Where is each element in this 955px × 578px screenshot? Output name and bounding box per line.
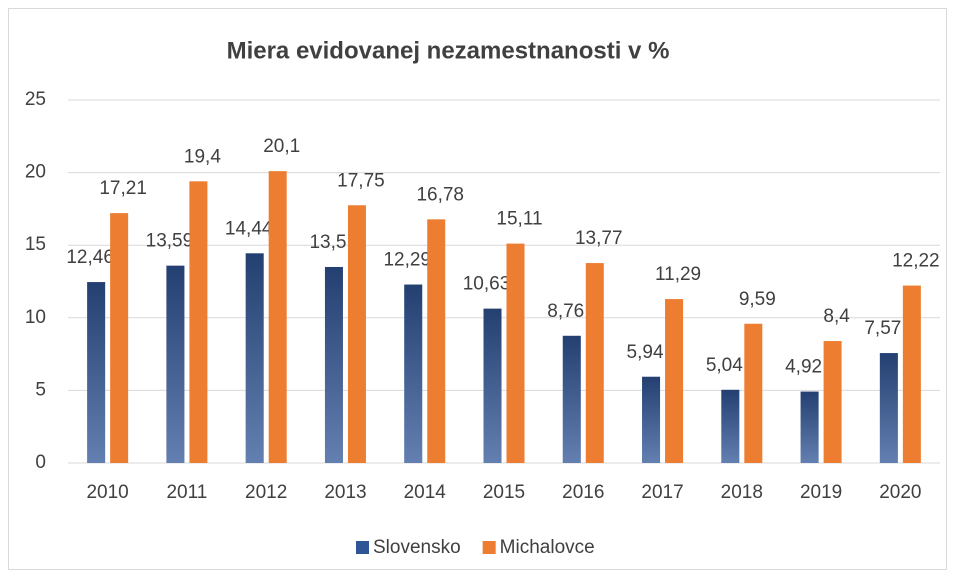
- bar: [245, 253, 264, 463]
- bar: [585, 263, 604, 463]
- bar: [87, 282, 106, 463]
- legend-label: Michalovce: [500, 537, 595, 558]
- value-label: 12,22: [892, 251, 940, 272]
- value-label: 13,59: [146, 231, 194, 252]
- bar: [324, 266, 343, 463]
- value-label: 12,29: [383, 250, 431, 271]
- value-label: 8,76: [547, 301, 584, 322]
- bar: [902, 285, 921, 463]
- x-tick-label: 2017: [641, 482, 683, 503]
- bar: [268, 171, 287, 463]
- y-tick-label: 25: [25, 89, 46, 110]
- bar: [347, 205, 366, 463]
- y-tick-label: 5: [35, 379, 46, 400]
- chart-title: Miera evidovanej nezamestnanosti v %: [227, 37, 670, 64]
- value-label: 17,21: [99, 178, 147, 199]
- bar: [506, 243, 525, 463]
- x-tick-label: 2016: [562, 482, 604, 503]
- bar: [110, 213, 129, 463]
- y-tick-label: 20: [25, 162, 46, 183]
- value-label: 19,4: [184, 146, 221, 167]
- bar: [823, 341, 842, 463]
- bar: [744, 323, 763, 463]
- bar: [562, 335, 581, 463]
- value-label: 11,29: [655, 264, 701, 285]
- bar: [166, 265, 185, 463]
- value-label: 9,59: [739, 289, 776, 310]
- value-label: 5,04: [706, 355, 743, 376]
- bar: [642, 376, 661, 463]
- value-label: 20,1: [263, 136, 300, 157]
- value-label: 13,5: [309, 232, 346, 253]
- y-tick-label: 0: [35, 452, 46, 473]
- value-label: 16,78: [416, 184, 464, 205]
- bar: [879, 353, 898, 463]
- x-tick-label: 2020: [879, 482, 921, 503]
- value-label: 8,4: [823, 306, 850, 327]
- x-tick-label: 2015: [483, 482, 525, 503]
- y-tick-label: 10: [25, 307, 46, 328]
- x-tick-label: 2019: [800, 482, 842, 503]
- legend-swatch: [482, 541, 496, 554]
- value-label: 14,44: [225, 218, 273, 239]
- x-tick-label: 2012: [245, 482, 287, 503]
- value-label: 5,94: [627, 342, 664, 363]
- bar: [189, 181, 208, 463]
- value-label: 17,75: [337, 170, 385, 191]
- bar: [427, 219, 446, 463]
- value-label: 15,11: [496, 209, 542, 230]
- bar: [483, 308, 502, 463]
- chart-border: [8, 8, 947, 570]
- x-tick-label: 2010: [86, 482, 128, 503]
- value-label: 4,92: [785, 357, 822, 378]
- bar: [721, 389, 740, 463]
- bar: [800, 391, 819, 463]
- bar: [665, 299, 684, 463]
- x-tick-label: 2013: [324, 482, 366, 503]
- value-label: 7,57: [864, 318, 901, 339]
- x-tick-label: 2011: [166, 482, 207, 503]
- x-tick-label: 2014: [404, 482, 447, 503]
- x-tick-label: 2018: [721, 482, 763, 503]
- value-label: 10,63: [463, 274, 511, 295]
- bar: [404, 284, 423, 463]
- value-label: 13,77: [575, 228, 623, 249]
- y-tick-label: 15: [25, 234, 46, 255]
- legend-swatch: [356, 541, 369, 554]
- legend-label: Slovensko: [373, 537, 461, 558]
- value-label: 12,46: [66, 247, 114, 268]
